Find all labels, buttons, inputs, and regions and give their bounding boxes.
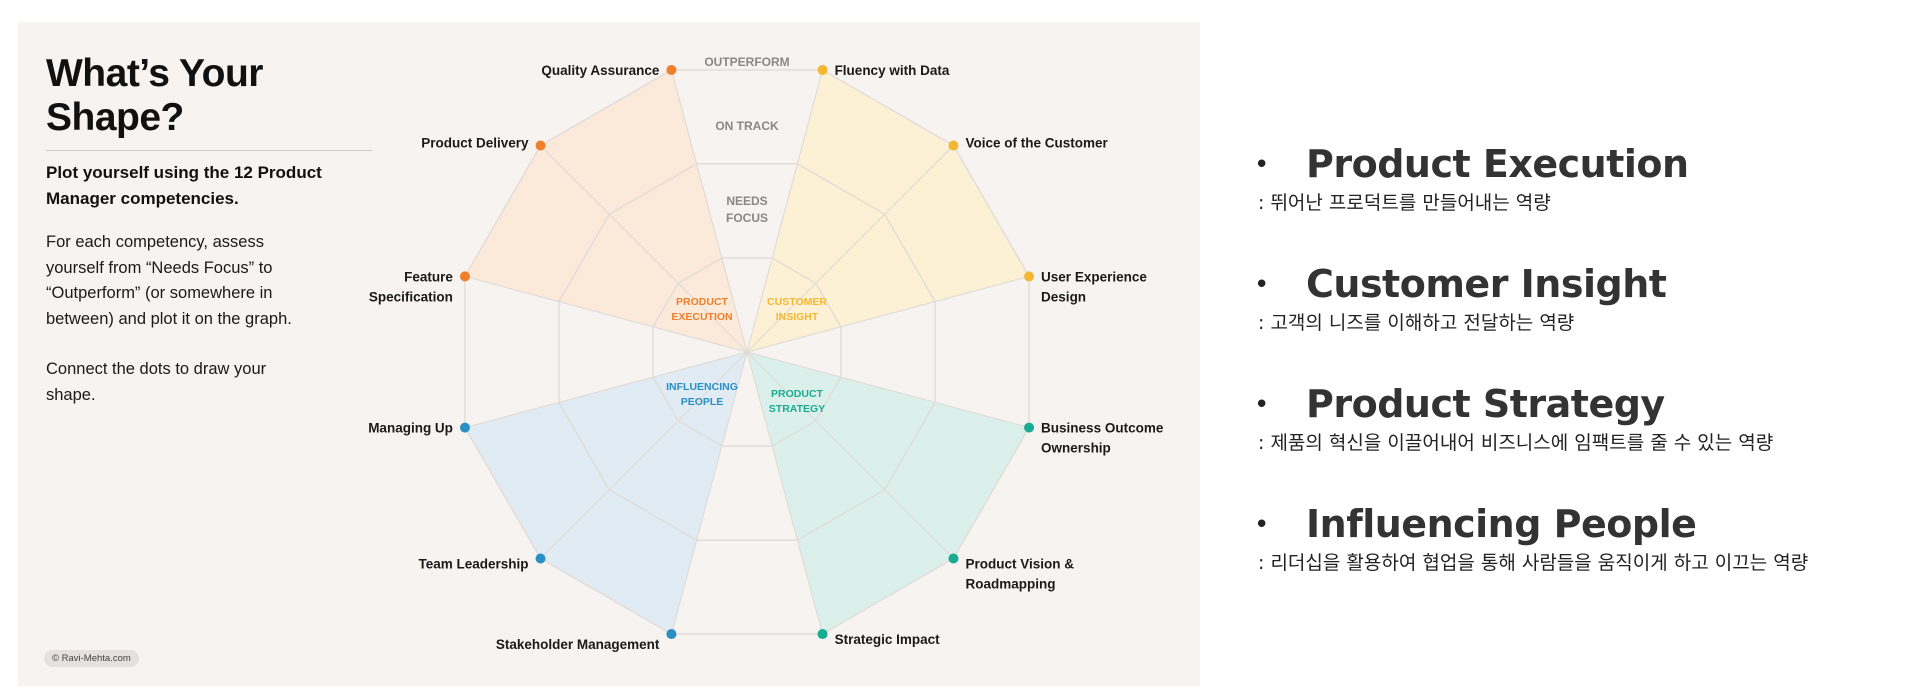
dot-feature-specification	[459, 271, 470, 282]
category-description: : 뛰어난 프로덕트를 만들어내는 역량	[1258, 192, 1551, 214]
competency-label-strategic-impact: Strategic Impact	[835, 632, 941, 647]
competency-radar-diagram: NEEDS FOCUS ON TRACK OUTPERFORM PRODUCT EXECU…	[368, 55, 1164, 652]
title-divider	[46, 150, 372, 151]
bullet-icon: •	[1254, 150, 1270, 180]
competency-label-voice-of-the-customer: Voice of the Customer	[965, 136, 1108, 151]
spoke-line	[464, 275, 748, 353]
competency-label-user-experience-design: Design	[1041, 289, 1086, 304]
spoke-line	[670, 69, 748, 353]
dot-fluency-with-data	[817, 64, 828, 75]
dot-team-leadership	[535, 553, 546, 564]
category-description: : 고객의 니즈를 이해하고 전달하는 역량	[1258, 312, 1575, 334]
competency-label-fluency-with-data: Fluency with Data	[835, 63, 950, 78]
group-label-product-strategy: PRODUCT	[771, 388, 824, 400]
instruction-paragraph: Connect the dots to draw your shape.	[46, 360, 267, 404]
dot-quality-assurance	[666, 64, 677, 75]
dot-product-delivery	[535, 140, 546, 151]
bullet-icon: •	[1254, 390, 1270, 420]
spoke-line	[746, 351, 824, 635]
spoke-line	[746, 351, 954, 559]
category-title: Product Strategy	[1306, 382, 1665, 426]
competency-label-stakeholder-management: Stakeholder Management	[496, 637, 660, 652]
category-item-influencing-people: • Influencing People : 리더십을 활용하여 협업을 통해 …	[1250, 500, 1926, 620]
spoke-line	[670, 351, 748, 635]
category-item-product-execution: • Product Execution : 뛰어난 프로덕트를 만들어내는 역량	[1250, 140, 1926, 260]
competency-label-product-vision-and-roadmapping: Roadmapping	[965, 576, 1055, 591]
spoke-line	[540, 351, 748, 559]
bullet-icon: •	[1254, 270, 1270, 300]
competency-label-business-outcome-ownership: Business Outcome	[1041, 421, 1164, 436]
dot-stakeholder-management	[666, 629, 677, 640]
card-title: What’s Your Shape?	[46, 52, 263, 139]
card-instructions: For each competency, assess yourself fro…	[46, 230, 314, 433]
ring-label-needs-focus: NEEDS	[726, 194, 767, 208]
spoke-line	[746, 69, 824, 353]
category-title: Influencing People	[1306, 502, 1697, 546]
bullet-icon: •	[1254, 510, 1270, 540]
category-title: Customer Insight	[1306, 262, 1667, 306]
category-description: : 제품의 혁신을 이끌어내어 비즈니스에 임팩트를 줄 수 있는 역량	[1258, 432, 1774, 454]
spoke-line	[464, 351, 748, 429]
copyright-badge: © Ravi-Mehta.com	[44, 650, 139, 667]
spoke-line	[540, 145, 748, 353]
group-label-influencing-people: INFLUENCING	[666, 381, 738, 393]
group-label-product-strategy: STRATEGY	[769, 403, 825, 415]
group-label-product-execution: EXECUTION	[671, 311, 732, 323]
dot-user-experience-design	[1024, 271, 1035, 282]
category-title: Product Execution	[1306, 142, 1689, 186]
spoke-line	[746, 145, 954, 353]
group-label-customer-insight: CUSTOMER	[767, 296, 827, 308]
category-description: : 리더십을 활용하여 협업을 통해 사람들을 움직이게 하고 이끄는 역량	[1258, 552, 1809, 574]
competency-label-feature-specification: Feature	[404, 269, 453, 284]
group-label-product-execution: PRODUCT	[676, 296, 729, 308]
dot-voice-of-the-customer	[948, 140, 959, 151]
category-list: • Product Execution : 뛰어난 프로덕트를 만들어내는 역량…	[1250, 140, 1926, 620]
competency-label-team-leadership: Team Leadership	[418, 556, 528, 571]
group-label-influencing-people: PEOPLE	[681, 396, 724, 408]
competency-label-product-delivery: Product Delivery	[421, 136, 529, 151]
ring-label-outperform: OUTPERFORM	[704, 55, 789, 69]
dot-product-vision-and-roadmapping	[948, 553, 959, 564]
competency-label-quality-assurance: Quality Assurance	[541, 63, 660, 78]
group-label-customer-insight: INSIGHT	[776, 311, 819, 323]
spoke-line	[746, 351, 1030, 429]
dot-strategic-impact	[817, 629, 828, 640]
competency-label-managing-up: Managing Up	[368, 421, 453, 436]
ring-label-on-track: ON TRACK	[715, 119, 779, 133]
instruction-paragraph: For each competency, assess yourself fro…	[46, 233, 292, 328]
competency-label-feature-specification: Specification	[369, 289, 453, 304]
competency-label-user-experience-design: User Experience	[1041, 269, 1147, 284]
category-item-customer-insight: • Customer Insight : 고객의 니즈를 이해하고 전달하는 역…	[1250, 260, 1926, 380]
shape-card: What’s Your Shape? Plot yourself using t…	[18, 22, 1200, 686]
card-subtitle: Plot yourself using the 12 Product Manag…	[46, 163, 322, 208]
dot-managing-up	[459, 422, 470, 433]
competency-label-business-outcome-ownership: Ownership	[1041, 441, 1111, 456]
category-item-product-strategy: • Product Strategy : 제품의 혁신을 이끌어내어 비즈니스에…	[1250, 380, 1926, 500]
dot-business-outcome-ownership	[1024, 422, 1035, 433]
competency-label-product-vision-and-roadmapping: Product Vision &	[965, 556, 1074, 571]
spoke-line	[746, 275, 1030, 353]
ring-label-needs-focus: FOCUS	[726, 211, 768, 225]
